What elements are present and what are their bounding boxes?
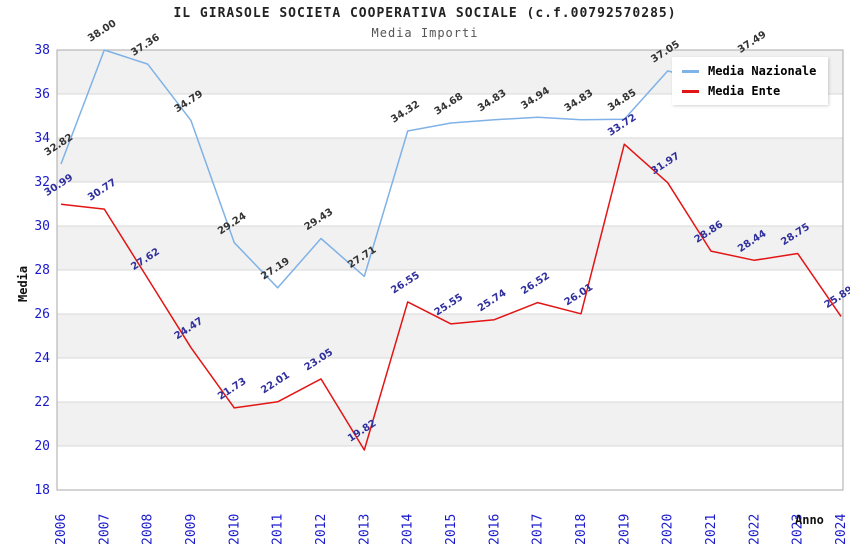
- chart-legend: Media Nazionale Media Ente: [672, 57, 829, 105]
- x-tick-label: 2015: [444, 514, 459, 545]
- x-tick-label: 2017: [531, 514, 546, 545]
- y-tick-label: 26: [34, 307, 50, 322]
- x-tick-label: 2023: [791, 514, 806, 545]
- x-tick-label: 2006: [54, 514, 69, 545]
- x-tick-label: 2020: [661, 514, 676, 545]
- plot-band: [57, 358, 843, 402]
- media-ente-line: [60, 143, 842, 451]
- x-tick-label: 2014: [401, 514, 416, 545]
- legend-label: Media Nazionale: [708, 64, 817, 78]
- chart-subtitle: Media Importi: [371, 26, 479, 40]
- x-tick-label: 2011: [271, 514, 286, 545]
- x-tick-label: 2019: [617, 514, 632, 545]
- plot-frame: [56, 49, 844, 491]
- legend-label: Media Ente: [708, 84, 781, 98]
- plot-band: [57, 270, 843, 314]
- y-axis-title: Media: [16, 265, 30, 302]
- x-tick-label: 2009: [184, 514, 199, 545]
- media-nazionale-line: [60, 49, 755, 289]
- y-tick-label: 34: [34, 131, 50, 146]
- x-tick-label: 2018: [574, 514, 589, 545]
- y-tick-label: 32: [34, 175, 50, 190]
- y-tick-label: 36: [34, 87, 50, 102]
- plot-band: [57, 314, 843, 358]
- media-ente-swatch-icon: [682, 89, 699, 93]
- y-tick-label: 30: [34, 219, 50, 234]
- plot-band: [57, 182, 843, 226]
- x-tick-label: 2013: [357, 514, 372, 545]
- plot-band: [57, 138, 843, 182]
- y-tick-label: 38: [34, 43, 50, 58]
- plot-band: [57, 226, 843, 270]
- media-nazionale-swatch-icon: [682, 69, 699, 73]
- x-tick-label: 2007: [97, 514, 112, 545]
- x-tick-label: 2012: [314, 514, 329, 545]
- x-axis-title: Anno: [795, 513, 824, 527]
- x-tick-label: 2008: [141, 514, 156, 545]
- plot-band: [57, 402, 843, 446]
- y-tick-label: 28: [34, 263, 50, 278]
- legend-item-media-ente: Media Ente: [682, 84, 816, 98]
- x-tick-label: 2024: [834, 514, 849, 545]
- value-label: 38.00: [86, 18, 119, 44]
- legend-item-media-nazionale: Media Nazionale: [682, 64, 816, 78]
- y-tick-label: 20: [34, 439, 50, 454]
- chart-title: IL GIRASOLE SOCIETA COOPERATIVA SOCIALE …: [173, 6, 677, 21]
- x-tick-label: 2022: [747, 514, 762, 545]
- y-tick-label: 24: [34, 351, 50, 366]
- y-tick-label: 18: [34, 483, 50, 498]
- x-tick-label: 2021: [704, 514, 719, 545]
- plot-band: [57, 446, 843, 490]
- x-tick-label: 2010: [227, 514, 242, 545]
- y-tick-label: 22: [34, 395, 50, 410]
- x-tick-label: 2016: [487, 514, 502, 545]
